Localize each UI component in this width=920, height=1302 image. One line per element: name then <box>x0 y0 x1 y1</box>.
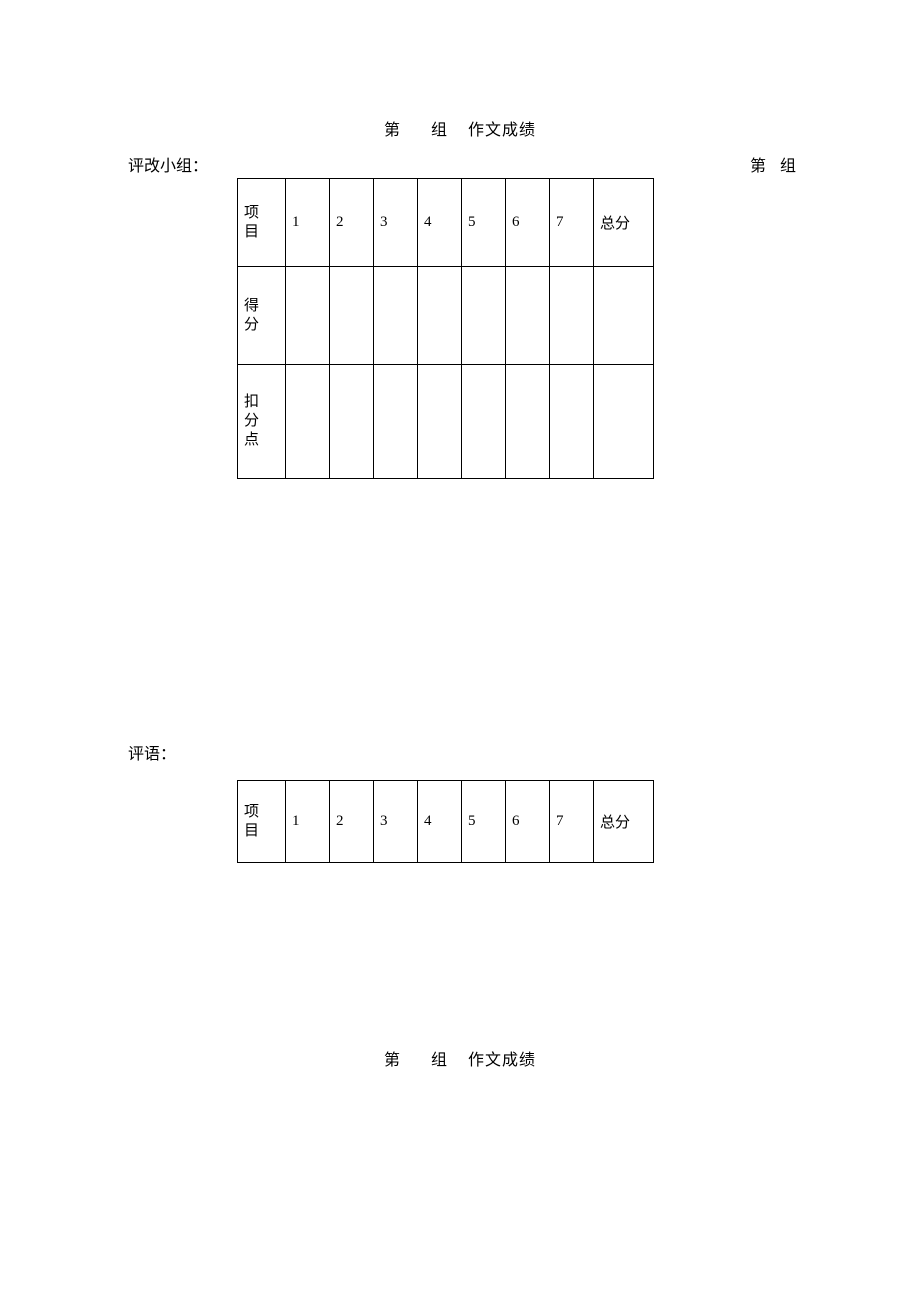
grading-group-label: 评改小组： <box>128 152 208 176</box>
table-cell <box>286 267 330 365</box>
table-row: 项目 1 2 3 4 5 6 7 总分 <box>238 781 654 863</box>
table-cell <box>462 267 506 365</box>
table-cell <box>418 365 462 479</box>
table-row: 项目 1 2 3 4 5 6 7 总分 <box>238 179 654 267</box>
col-header: 4 <box>418 179 462 267</box>
col-header: 6 <box>506 781 550 863</box>
table-cell <box>418 267 462 365</box>
table-cell <box>594 365 654 479</box>
title-part-a: 第 <box>384 1052 401 1069</box>
table-cell <box>374 365 418 479</box>
title-part-c: 作文成绩 <box>468 1052 536 1069</box>
table-cell <box>374 267 418 365</box>
row-label-item: 项目 <box>244 204 279 242</box>
col-header: 2 <box>330 179 374 267</box>
table-row: 得分 <box>238 267 654 365</box>
row-label-item: 项目 <box>244 803 279 841</box>
col-header: 7 <box>550 781 594 863</box>
group-number-b: 组 <box>780 158 796 175</box>
section-title: 第 组 作文成绩 <box>0 116 920 140</box>
section-title: 第 组 作文成绩 <box>0 1046 920 1070</box>
table-cell <box>286 365 330 479</box>
col-header: 6 <box>506 179 550 267</box>
table-cell <box>550 267 594 365</box>
group-number-label: 第组 <box>750 152 796 176</box>
table-cell <box>594 267 654 365</box>
score-table-1: 项目 1 2 3 4 5 6 7 总分 得分 扣分点 <box>237 178 654 479</box>
table-cell <box>330 267 374 365</box>
col-header-total: 总分 <box>594 781 654 863</box>
row-label-score: 得分 <box>244 297 279 335</box>
table-cell <box>462 365 506 479</box>
col-header: 3 <box>374 179 418 267</box>
table-cell <box>506 267 550 365</box>
score-table-2: 项目 1 2 3 4 5 6 7 总分 <box>237 780 654 863</box>
title-part-b: 组 <box>431 122 448 139</box>
row-label-deduct: 扣分点 <box>244 393 279 449</box>
comment-label: 评语： <box>128 740 176 764</box>
col-header: 1 <box>286 781 330 863</box>
col-header: 5 <box>462 781 506 863</box>
table-cell <box>506 365 550 479</box>
title-part-a: 第 <box>384 122 401 139</box>
col-header: 1 <box>286 179 330 267</box>
col-header: 5 <box>462 179 506 267</box>
table-row: 扣分点 <box>238 365 654 479</box>
col-header: 2 <box>330 781 374 863</box>
col-header: 3 <box>374 781 418 863</box>
table-cell <box>550 365 594 479</box>
title-part-b: 组 <box>431 1052 448 1069</box>
col-header: 4 <box>418 781 462 863</box>
group-number-a: 第 <box>750 158 766 175</box>
table-cell <box>330 365 374 479</box>
col-header-total: 总分 <box>594 179 654 267</box>
title-part-c: 作文成绩 <box>468 122 536 139</box>
col-header: 7 <box>550 179 594 267</box>
